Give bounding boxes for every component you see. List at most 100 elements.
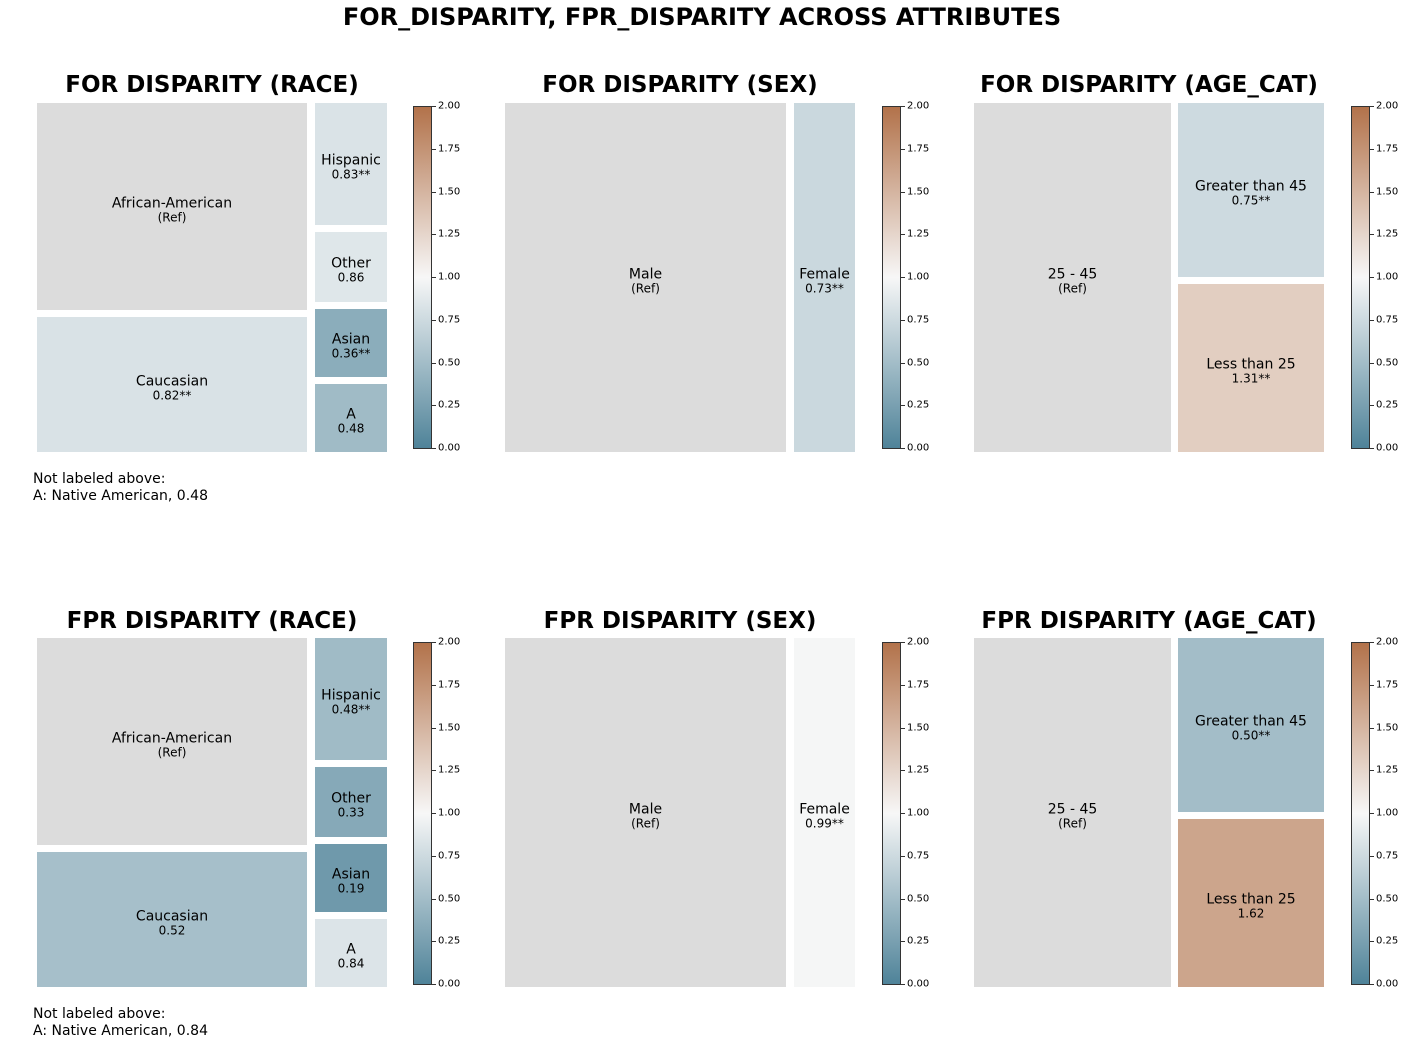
colorbar-tick-label: 1.50 bbox=[907, 722, 930, 733]
colorbar-tick bbox=[1370, 813, 1374, 814]
colorbar-tick bbox=[1370, 642, 1374, 643]
colorbar-tick bbox=[1370, 770, 1374, 772]
cell-value: (Ref) bbox=[1058, 281, 1087, 295]
colorbar-tick bbox=[432, 319, 436, 321]
cell-value: 1.31** bbox=[1231, 371, 1271, 386]
colorbar-tick-label: 1.00 bbox=[1376, 271, 1399, 283]
cell-label: 25 - 45 (Ref) bbox=[1048, 802, 1098, 829]
colorbar-tick-label: 2.00 bbox=[1376, 636, 1399, 648]
treemap-cell-african-american bbox=[37, 103, 307, 310]
cell-value: (Ref) bbox=[631, 281, 660, 295]
cell-value: (Ref) bbox=[631, 816, 660, 830]
cell-value: 0.50** bbox=[1231, 728, 1271, 743]
cell-label: Other 0.33 bbox=[331, 792, 371, 819]
colorbar-tick-label: 0.50 bbox=[1376, 357, 1399, 368]
colorbar-tick bbox=[432, 855, 436, 857]
colorbar-tick-label: 0.25 bbox=[907, 399, 930, 411]
colorbar-tick-label: 1.00 bbox=[438, 807, 461, 819]
footnote-line: A: Native American, 0.48 bbox=[33, 488, 208, 504]
colorbar-tick bbox=[901, 234, 905, 236]
colorbar-tick bbox=[432, 448, 436, 449]
colorbar-tick bbox=[901, 941, 905, 943]
treemap-cell-greater-than-45 bbox=[1178, 638, 1324, 812]
cell-label: Other 0.86 bbox=[331, 257, 371, 284]
cell-value: 0.84 bbox=[337, 956, 365, 971]
cell-name: African-American bbox=[111, 195, 233, 211]
colorbar-tick bbox=[432, 770, 436, 772]
colorbar-tick bbox=[1370, 727, 1374, 729]
colorbar-tick bbox=[1370, 448, 1374, 449]
cell-label: Female 0.73** bbox=[799, 267, 850, 294]
cell-name: Other bbox=[331, 790, 371, 807]
treemap-cell-female bbox=[794, 103, 855, 452]
colorbar-tick-label: 1.50 bbox=[438, 186, 461, 197]
colorbar-tick bbox=[432, 941, 436, 943]
colorbar-tick-label: 1.00 bbox=[1376, 807, 1399, 819]
colorbar-tick-label: 0.00 bbox=[907, 978, 930, 990]
colorbar-tick bbox=[1370, 941, 1374, 943]
cell-value: 0.19 bbox=[337, 881, 365, 896]
treemap-cell-hispanic bbox=[315, 103, 387, 225]
colorbar-tick bbox=[1370, 984, 1374, 985]
cell-name: 25 - 45 bbox=[1047, 801, 1098, 817]
colorbar-tick bbox=[1370, 855, 1374, 857]
cell-value: 0.83** bbox=[331, 167, 371, 182]
cell-name: Asian bbox=[331, 331, 371, 348]
colorbar-tick-label: 0.75 bbox=[907, 850, 930, 862]
cell-label: A 0.48 bbox=[338, 408, 365, 435]
cell-name: Female bbox=[799, 266, 850, 282]
treemap-cell-25-45 bbox=[974, 103, 1171, 452]
colorbar-tick-label: 1.50 bbox=[1376, 722, 1399, 733]
cell-label: Male (Ref) bbox=[629, 267, 662, 294]
colorbar-tick-label: 0.25 bbox=[1376, 935, 1399, 947]
colorbar bbox=[882, 106, 901, 449]
cell-name: Caucasian bbox=[135, 908, 209, 924]
panel-title: FPR DISPARITY (SEX) bbox=[543, 608, 817, 634]
colorbar-tick bbox=[1370, 106, 1374, 107]
cell-name: A bbox=[346, 941, 356, 958]
colorbar-tick-label: 0.75 bbox=[907, 314, 930, 326]
cell-label: Asian 0.19 bbox=[332, 868, 370, 895]
cell-value: 0.86 bbox=[337, 270, 365, 285]
colorbar-tick-label: 2.00 bbox=[438, 636, 461, 648]
colorbar-tick-label: 1.50 bbox=[438, 722, 461, 733]
panel-title: FOR DISPARITY (AGE_CAT) bbox=[980, 72, 1318, 98]
cell-label: Caucasian 0.82** bbox=[136, 374, 208, 401]
colorbar-tick bbox=[901, 642, 905, 643]
colorbar-tick bbox=[432, 898, 436, 900]
cell-name: Hispanic bbox=[321, 687, 381, 704]
colorbar-tick-label: 0.25 bbox=[1376, 399, 1399, 411]
treemap-cell-male bbox=[505, 103, 786, 452]
colorbar-tick-label: 2.00 bbox=[1376, 100, 1399, 112]
panel-title: FPR DISPARITY (RACE) bbox=[66, 608, 358, 634]
panel-title: FPR DISPARITY (AGE_CAT) bbox=[981, 608, 1317, 634]
colorbar-tick-label: 0.25 bbox=[907, 935, 930, 947]
colorbar-tick bbox=[901, 770, 905, 772]
cell-label: Hispanic 0.48** bbox=[321, 689, 381, 716]
cell-label: A 0.84 bbox=[338, 943, 365, 970]
colorbar-tick-label: 1.25 bbox=[438, 764, 461, 776]
cell-value: (Ref) bbox=[1058, 816, 1087, 830]
treemap-cell-asian bbox=[315, 844, 387, 912]
cell-value: 0.48** bbox=[331, 702, 371, 717]
colorbar-tick-label: 0.25 bbox=[438, 935, 461, 947]
footnote-line: A: Native American, 0.84 bbox=[33, 1023, 208, 1039]
cell-label: African-American (Ref) bbox=[112, 196, 232, 223]
footnote: Not labeled above: A: Native American, 0.… bbox=[33, 471, 208, 505]
colorbar-tick bbox=[1370, 405, 1374, 407]
colorbar-tick-label: 1.25 bbox=[1376, 228, 1399, 240]
colorbar-tick bbox=[1370, 277, 1374, 278]
colorbar-tick bbox=[901, 277, 905, 278]
colorbar-tick-label: 0.75 bbox=[1376, 314, 1399, 326]
colorbar-tick-label: 1.75 bbox=[907, 679, 930, 691]
colorbar-tick-label: 1.00 bbox=[907, 807, 930, 819]
colorbar-tick-label: 0.00 bbox=[1376, 978, 1399, 990]
colorbar-tick-label: 1.50 bbox=[1376, 186, 1399, 197]
cell-value: 0.99** bbox=[805, 816, 844, 830]
cell-name: Less than 25 bbox=[1206, 891, 1296, 908]
colorbar-tick bbox=[901, 898, 905, 900]
cell-value: 0.73** bbox=[805, 281, 844, 295]
colorbar-tick bbox=[901, 191, 905, 193]
cell-name: Other bbox=[331, 255, 371, 272]
colorbar-tick bbox=[432, 984, 436, 985]
